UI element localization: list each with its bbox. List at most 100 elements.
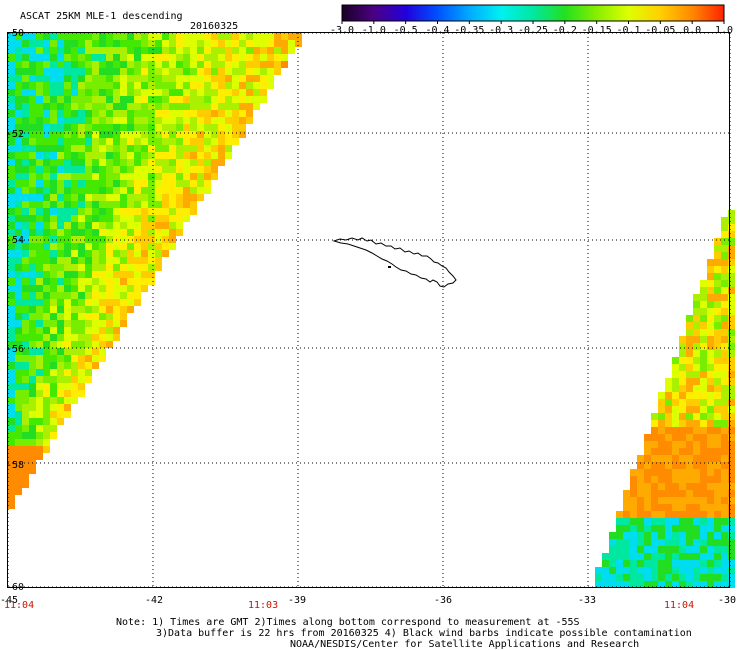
swath-cell: [29, 89, 36, 96]
swath-cell: [78, 376, 85, 383]
swath-cell: [50, 257, 57, 264]
swath-cell: [8, 215, 15, 222]
swath-cell: [71, 89, 78, 96]
swath-cell: [92, 208, 99, 215]
swath-cell: [22, 33, 29, 40]
swath-cell: [707, 574, 714, 581]
swath-cell: [644, 539, 651, 546]
swath-cell: [721, 406, 728, 413]
swath-cell: [637, 518, 644, 525]
swath-cell: [169, 243, 176, 250]
swath-cell: [50, 208, 57, 215]
swath-cell: [8, 33, 15, 40]
swath-cell: [127, 166, 134, 173]
swath-cell: [239, 54, 246, 61]
swath-cell: [120, 124, 127, 131]
swath-cell: [71, 383, 78, 390]
swath-cell: [714, 315, 721, 322]
swath-cell: [155, 187, 162, 194]
swath-cell: [64, 306, 71, 313]
swath-cell: [714, 385, 721, 392]
swath-cell: [644, 483, 651, 490]
swath-cell: [43, 383, 50, 390]
swath-cell: [721, 574, 728, 581]
swath-cell: [57, 201, 64, 208]
swath-cell: [43, 40, 50, 47]
swath-cell: [57, 376, 64, 383]
swath-cell: [29, 131, 36, 138]
swath-cell: [651, 532, 658, 539]
swath-cell: [714, 462, 721, 469]
swath-cell: [36, 40, 43, 47]
swath-cell: [700, 504, 707, 511]
swath-cell: [106, 152, 113, 159]
swath-cell: [85, 341, 92, 348]
swath-cell: [728, 511, 735, 518]
swath-cell: [92, 194, 99, 201]
swath-cell: [721, 413, 728, 420]
swath-cell: [50, 271, 57, 278]
swath-cell: [71, 68, 78, 75]
swath-cell: [50, 110, 57, 117]
swath-cell: [204, 54, 211, 61]
swath-cell: [714, 497, 721, 504]
swath-cell: [700, 420, 707, 427]
swath-cell: [141, 180, 148, 187]
swath-cell: [15, 138, 22, 145]
swath-cell: [43, 229, 50, 236]
swath-cell: [644, 448, 651, 455]
swath-cell: [43, 264, 50, 271]
swath-cell: [43, 222, 50, 229]
swath-cell: [43, 334, 50, 341]
swath-cell: [148, 278, 155, 285]
swath-cell: [637, 581, 644, 588]
swath-cell: [644, 553, 651, 560]
swath-cell: [714, 399, 721, 406]
swath-cell: [644, 455, 651, 462]
swath-cell: [50, 348, 57, 355]
swath-cell: [50, 404, 57, 411]
swath-cell: [22, 103, 29, 110]
swath-cell: [728, 308, 735, 315]
swath-cell: [85, 33, 92, 40]
swath-cell: [43, 250, 50, 257]
swath-cell: [728, 350, 735, 357]
swath-cell: [637, 567, 644, 574]
swath-cell: [120, 250, 127, 257]
swath-cell: [218, 40, 225, 47]
swath-cell: [714, 357, 721, 364]
swath-cell: [50, 397, 57, 404]
swath-cell: [637, 469, 644, 476]
swath-cell: [85, 327, 92, 334]
swath-cell: [630, 518, 637, 525]
swath-cell: [700, 462, 707, 469]
swath-cell: [253, 40, 260, 47]
swath-cell: [8, 208, 15, 215]
swath-cell: [57, 68, 64, 75]
swath-cell: [693, 497, 700, 504]
swath-cell: [148, 110, 155, 117]
swath-cell: [50, 306, 57, 313]
swath-cell: [707, 406, 714, 413]
swath-cell: [162, 33, 169, 40]
swath-cell: [57, 418, 64, 425]
swath-cell: [22, 201, 29, 208]
swath-cell: [728, 287, 735, 294]
swath-cell: [728, 378, 735, 385]
swath-cell: [148, 47, 155, 54]
swath-cell: [29, 264, 36, 271]
swath-cell: [71, 362, 78, 369]
swath-cell: [686, 553, 693, 560]
swath-cell: [29, 187, 36, 194]
swath-cell: [113, 306, 120, 313]
swath-cell: [134, 131, 141, 138]
swath-cell: [197, 89, 204, 96]
swath-cell: [15, 369, 22, 376]
swath-cell: [672, 518, 679, 525]
swath-cell: [197, 68, 204, 75]
swath-cell: [15, 173, 22, 180]
swath-cell: [50, 299, 57, 306]
swath-cell: [721, 525, 728, 532]
swath-cell: [721, 245, 728, 252]
swath-cell: [50, 432, 57, 439]
